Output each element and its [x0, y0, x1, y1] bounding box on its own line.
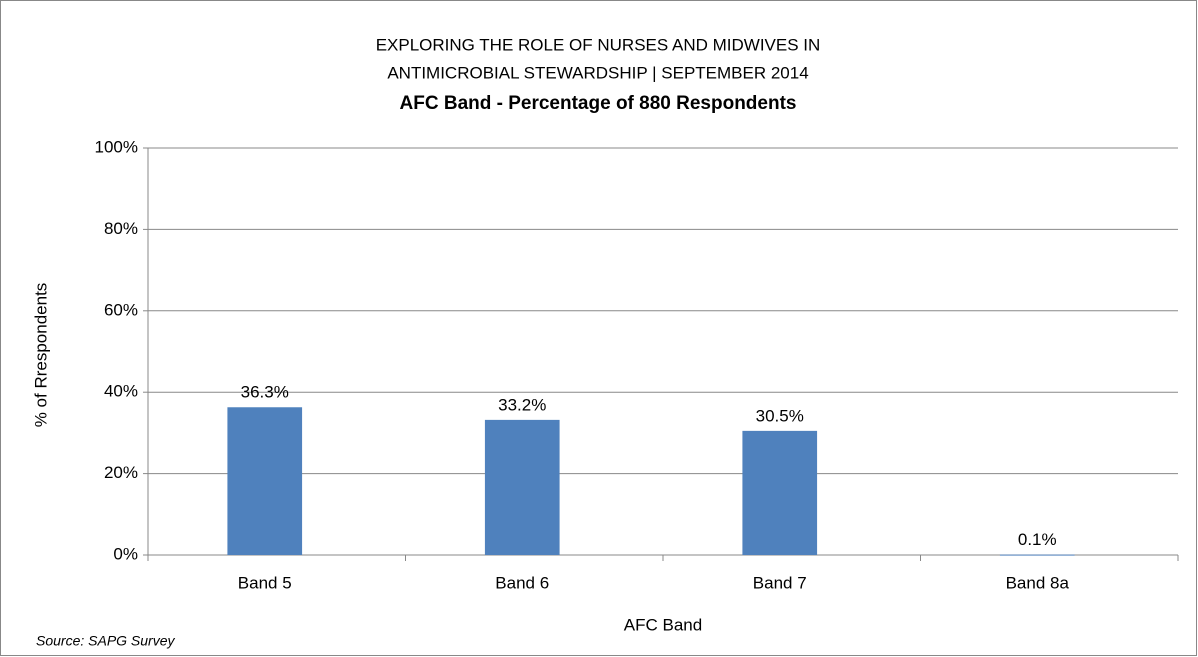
- y-tick-label: 60%: [104, 300, 138, 319]
- x-tick-label: Band 5: [238, 573, 292, 592]
- x-tick-label: Band 8a: [1006, 573, 1070, 592]
- x-tick-label: Band 7: [753, 573, 807, 592]
- bar: [227, 407, 303, 555]
- data-label: 36.3%: [241, 383, 289, 402]
- data-label: 0.1%: [1018, 530, 1057, 549]
- chart-title: EXPLORING THE ROLE OF NURSES AND MIDWIVE…: [376, 35, 821, 54]
- x-axis-label: AFC Band: [624, 615, 702, 634]
- y-tick-label: 20%: [104, 463, 138, 482]
- bar: [484, 419, 560, 555]
- bar: [742, 430, 818, 555]
- source-note: Source: SAPG Survey: [36, 633, 176, 649]
- y-tick-label: 100%: [95, 137, 138, 156]
- y-tick-label: 0%: [113, 544, 138, 563]
- bar: [999, 554, 1075, 556]
- data-label: 33.2%: [498, 395, 546, 414]
- data-label: 30.5%: [756, 406, 804, 425]
- y-axis-label: % of Rrespondents: [31, 283, 50, 428]
- y-tick-label: 40%: [104, 382, 138, 401]
- chart-subtitle: AFC Band - Percentage of 880 Respondents: [400, 93, 797, 114]
- chart-title: ANTIMICROBIAL STEWARDSHIP | SEPTEMBER 20…: [387, 63, 808, 82]
- x-tick-label: Band 6: [495, 573, 549, 592]
- y-tick-label: 80%: [104, 219, 138, 238]
